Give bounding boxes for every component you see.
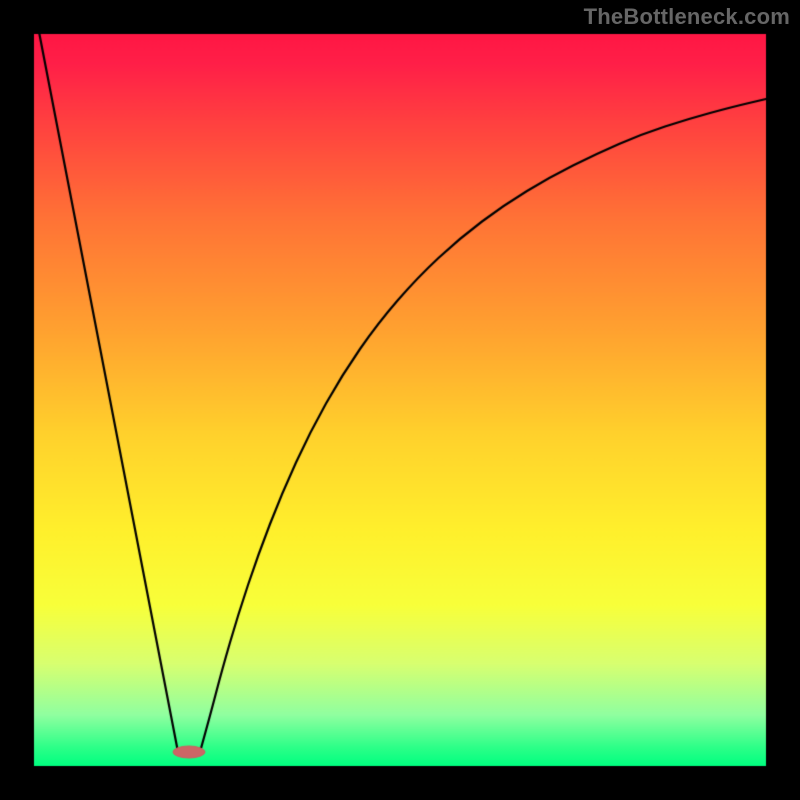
- attribution-watermark: TheBottleneck.com: [584, 4, 790, 30]
- bottleneck-chart: [0, 0, 800, 800]
- image-container: TheBottleneck.com: [0, 0, 800, 800]
